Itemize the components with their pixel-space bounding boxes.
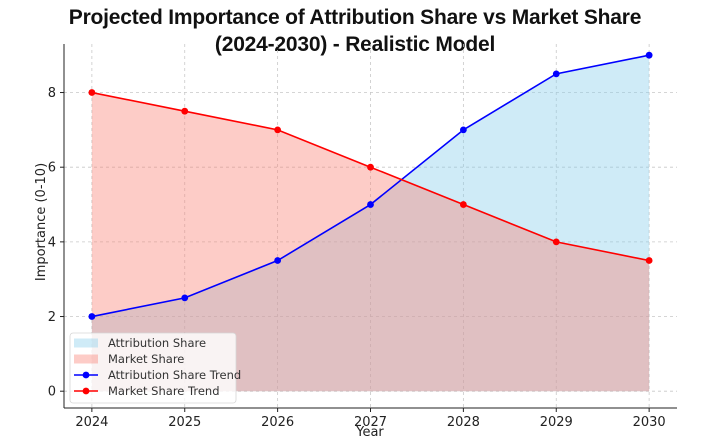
legend-label-market-share-trend: Market Share Trend — [108, 384, 220, 398]
x-tick-label-2029: 2029 — [540, 415, 573, 430]
legend-label-attribution-share-trend: Attribution Share Trend — [108, 368, 241, 382]
legend-swatch-attribution-share — [74, 338, 98, 348]
line-layer — [88, 51, 653, 320]
y-tick-label-4: 4 — [48, 235, 56, 250]
x-tick-label-2026: 2026 — [261, 415, 294, 430]
axes: 2024 2025 2026 2027 2028 2029 2030 0 2 4 6 8 — [48, 44, 677, 430]
point-market-share-trend-2028 — [459, 201, 467, 208]
legend-box — [69, 332, 237, 404]
area-attribution-share — [91, 55, 650, 392]
point-attribution-share-trend-2027 — [367, 201, 374, 208]
legend-marker-market-share-trend — [82, 387, 90, 395]
point-market-share-trend-2029 — [552, 238, 560, 246]
x-tick-label-2024: 2024 — [75, 415, 108, 430]
legend: Attribution Share Market Share Attribution… — [69, 332, 241, 404]
area-market-share — [91, 92, 650, 392]
legend-label-attribution-share: Attribution Share — [108, 336, 206, 350]
point-attribution-share-trend-2029 — [552, 70, 560, 78]
point-market-share-trend-2030 — [645, 257, 653, 264]
y-tick-label-2: 2 — [48, 310, 56, 325]
chart-title: Projected Importance of Attribution Shar… — [0, 4, 710, 58]
area-layer — [91, 55, 650, 392]
point-market-share-trend-2026 — [274, 126, 282, 134]
point-attribution-share-trend-2026 — [274, 257, 282, 264]
y-tick-label-0: 0 — [48, 385, 56, 400]
x-tick-label-2028: 2028 — [447, 415, 480, 430]
point-attribution-share-trend-2025 — [181, 294, 189, 302]
y-axis-label: Importance (0-10) — [34, 163, 49, 281]
point-attribution-share-trend-2028 — [459, 126, 467, 134]
y-tick-label-6: 6 — [48, 161, 56, 176]
x-tick-label-2025: 2025 — [168, 415, 201, 430]
y-tick-label-8: 8 — [48, 86, 56, 101]
x-tick-label-2030: 2030 — [633, 415, 666, 430]
point-attribution-share-trend-2024 — [88, 313, 96, 320]
point-market-share-trend-2027 — [367, 163, 374, 171]
legend-marker-attribution-share-trend — [82, 371, 90, 379]
point-market-share-trend-2025 — [181, 107, 189, 115]
chart-title-line1: Projected Importance of Attribution Shar… — [68, 6, 642, 29]
x-tick-label-2027: 2027 — [354, 415, 387, 430]
point-attribution-share-trend-2030 — [645, 51, 653, 59]
x-axis-label: Year — [355, 425, 384, 440]
chart-title-line2: (2024-2030) - Realistic Model — [214, 33, 496, 56]
point-market-share-trend-2024 — [88, 89, 96, 96]
legend-swatch-market-share — [74, 354, 98, 364]
legend-label-market-share: Market Share — [108, 352, 184, 366]
grid — [64, 44, 677, 408]
